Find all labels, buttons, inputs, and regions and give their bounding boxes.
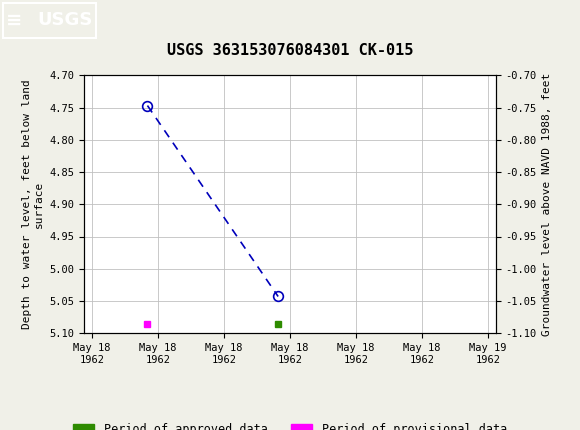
Legend: Period of approved data, Period of provisional data: Period of approved data, Period of provi… [68,418,512,430]
Text: ≡: ≡ [6,11,22,30]
Text: USGS 363153076084301 CK-015: USGS 363153076084301 CK-015 [167,43,413,58]
Y-axis label: Depth to water level, feet below land
surface: Depth to water level, feet below land su… [22,80,44,329]
Y-axis label: Groundwater level above NAVD 1988, feet: Groundwater level above NAVD 1988, feet [542,73,552,336]
Text: USGS: USGS [38,12,93,29]
